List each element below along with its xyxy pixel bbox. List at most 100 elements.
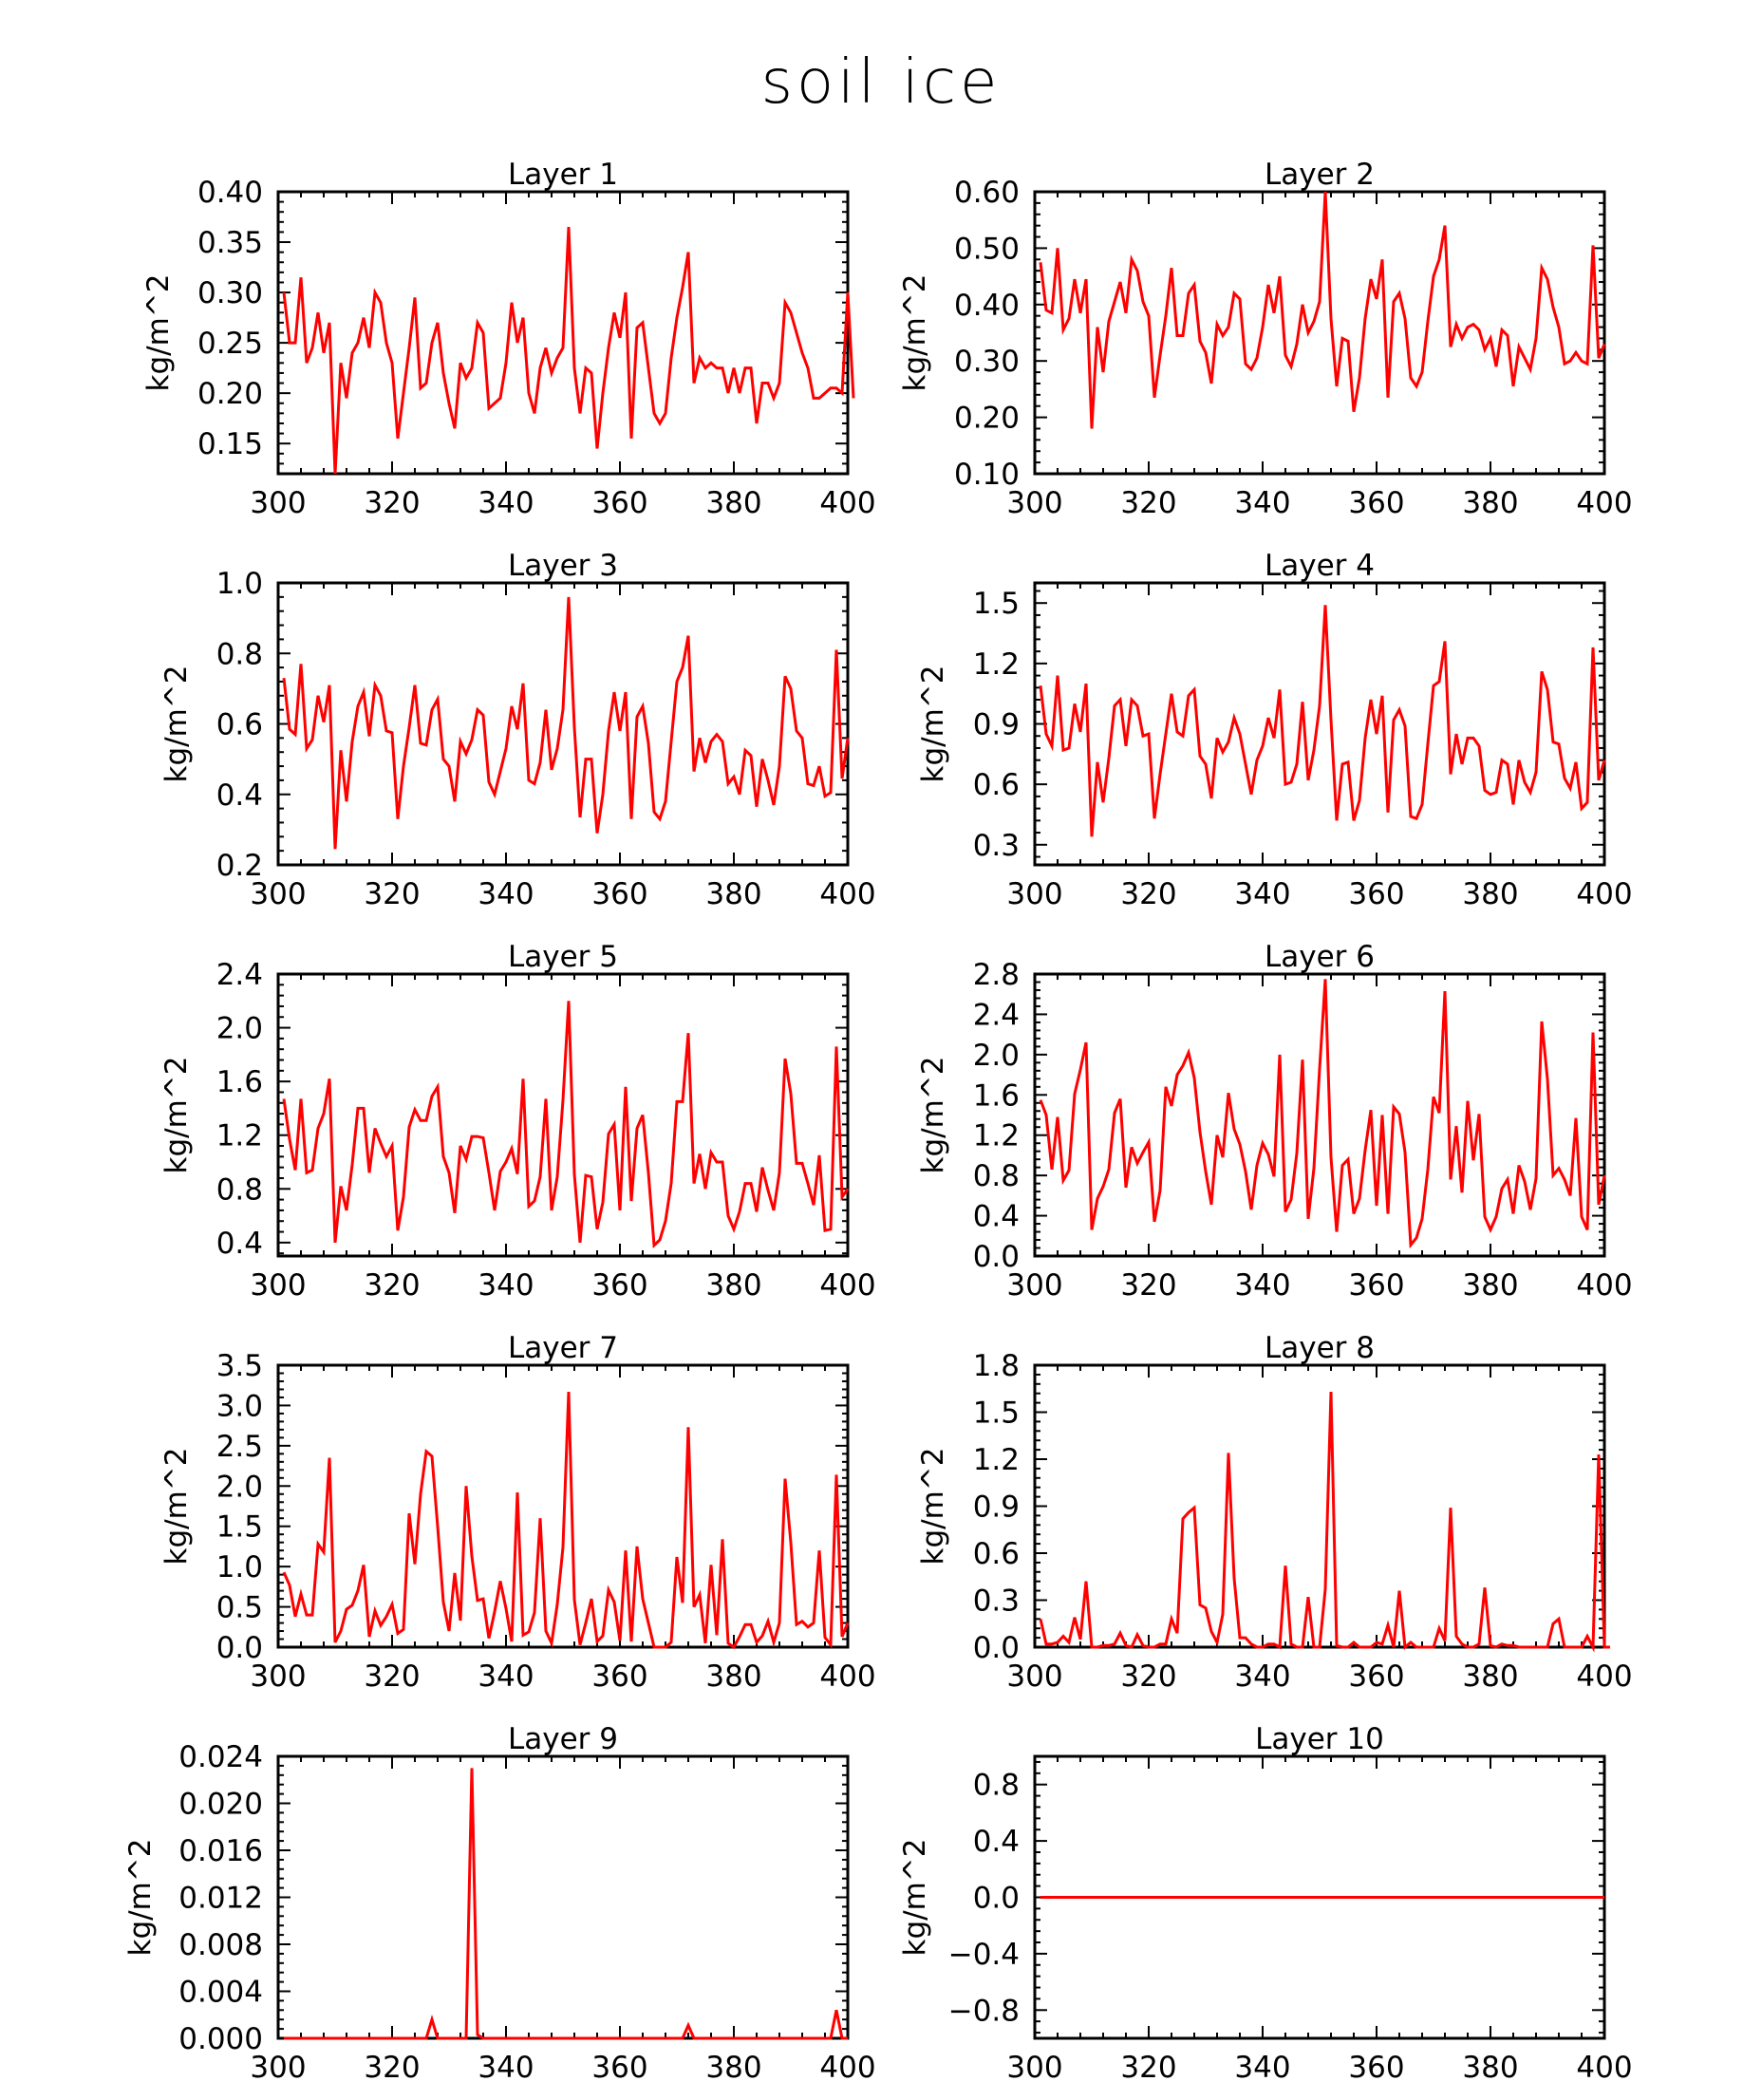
x-tick-label: 400 — [1576, 2051, 1632, 2085]
panel-grid: Layer 1 300 320 340 360 380 400 0.15 0.20 0.25 0.3… — [123, 158, 1633, 2085]
x-tick-label: 300 — [1006, 2051, 1062, 2085]
x-tick-label: 320 — [364, 877, 420, 911]
y-tick-label: 0.35 — [197, 226, 263, 260]
panel-layer-1: Layer 1 300 320 340 360 380 400 0.15 0.20 0.25 0.3… — [141, 158, 876, 520]
x-tick-label: 340 — [1234, 1268, 1290, 1303]
x-tick-label: 360 — [591, 1659, 647, 1694]
x-tick-label: 300 — [250, 877, 306, 911]
x-tick-label: 340 — [478, 1268, 534, 1303]
y-tick-label: 0.50 — [954, 232, 1020, 266]
y-tick-label: 0.8 — [973, 1769, 1020, 1803]
y-tick-label: 1.2 — [973, 1119, 1020, 1153]
y-tick-label: 0.4 — [973, 1825, 1020, 1859]
x-tick-label: 320 — [364, 1268, 420, 1303]
x-tick-label: 320 — [1120, 2051, 1176, 2085]
figure-title: soil ice — [761, 47, 1002, 118]
plot-frame — [1033, 1363, 1606, 1649]
y-tick-label: 0.30 — [197, 276, 263, 310]
x-tick-label: 300 — [1006, 486, 1062, 520]
y-tick-label: 0.9 — [973, 1491, 1020, 1525]
x-tick-label: 360 — [591, 1268, 647, 1303]
x-tick-label: 380 — [1462, 877, 1518, 911]
y-tick-label: 0.0 — [216, 1631, 263, 1665]
x-tick-label: 340 — [478, 2051, 534, 2085]
series-line — [1039, 1391, 1610, 1653]
y-tick-label: 0.8 — [216, 637, 263, 671]
plot-frame — [276, 581, 850, 867]
y-tick-label: 2.0 — [216, 1470, 263, 1504]
x-tick-label: 380 — [705, 877, 761, 911]
y-tick-label: 0.020 — [178, 1788, 263, 1822]
y-tick-label: −0.4 — [948, 1938, 1020, 1972]
y-tick-label: 0.6 — [973, 768, 1020, 802]
y-tick-label: 1.8 — [973, 1349, 1020, 1383]
panel-layer-8: Layer 8 300 320 340 360 380 400 0.0 0.3 0.6 0.9 1.2… — [916, 1331, 1633, 1694]
y-tick-label: 0.4 — [216, 1227, 263, 1261]
y-tick-label: 0.016 — [178, 1834, 263, 1868]
y-tick-label: 0.012 — [178, 1882, 263, 1916]
series-line — [282, 227, 855, 475]
panel-layer-4: Layer 4 300 320 340 360 380 400 0.3 0.6 0.9 1.2 1.5… — [916, 549, 1633, 911]
x-tick-label: 340 — [1234, 2051, 1290, 2085]
y-tick-label: 0.10 — [954, 458, 1020, 492]
x-tick-label: 340 — [478, 486, 534, 520]
y-tick-label: 0.25 — [197, 327, 263, 361]
x-tick-label: 380 — [1462, 1659, 1518, 1694]
y-tick-label: 2.0 — [216, 1012, 263, 1046]
y-tick-label: 3.0 — [216, 1389, 263, 1423]
x-tick-label: 380 — [705, 1268, 761, 1303]
panel-title: Layer 2 — [1265, 158, 1375, 192]
y-tick-label: 0.8 — [973, 1159, 1020, 1193]
y-tick-label: 0.3 — [973, 829, 1020, 863]
x-tick-label: 400 — [1576, 1268, 1632, 1303]
plot-frame — [276, 1363, 850, 1649]
y-tick-label: 0.6 — [216, 708, 263, 742]
x-tick-label: 340 — [478, 1659, 534, 1694]
y-tick-label: 0.008 — [178, 1928, 263, 1962]
y-tick-label: 0.9 — [973, 708, 1020, 742]
panel-layer-10: Layer 10 300 320 340 360 380 400 −0.8 −0.4 0.0 0.4… — [898, 1722, 1633, 2085]
y-tick-label: 0.000 — [178, 2022, 263, 2056]
x-tick-label: 320 — [364, 2051, 420, 2085]
series-line — [284, 1768, 848, 2040]
panel-title: Layer 3 — [508, 549, 618, 583]
x-tick-label: 400 — [819, 1659, 875, 1694]
panel-title: Layer 6 — [1265, 940, 1375, 974]
plot-frame — [276, 972, 850, 1258]
x-tick-label: 300 — [250, 1268, 306, 1303]
y-tick-label: 2.4 — [216, 958, 263, 992]
y-tick-label: 2.0 — [973, 1039, 1020, 1073]
y-tick-label: 0.20 — [954, 402, 1020, 436]
plot-frame — [1033, 581, 1606, 867]
y-tick-label: 1.0 — [216, 1550, 263, 1584]
x-tick-label: 360 — [591, 2051, 647, 2085]
x-tick-label: 400 — [819, 486, 875, 520]
x-tick-label: 320 — [1120, 1659, 1176, 1694]
y-tick-label: 1.0 — [216, 567, 263, 601]
y-tick-label: 3.5 — [216, 1349, 263, 1383]
x-tick-label: 400 — [819, 877, 875, 911]
x-tick-label: 300 — [1006, 1268, 1062, 1303]
plot-frame — [276, 1754, 850, 2040]
x-tick-label: 380 — [1462, 1268, 1518, 1303]
y-tick-label: 0.40 — [954, 289, 1020, 323]
y-tick-label: 0.024 — [178, 1740, 263, 1774]
y-tick-label: 2.4 — [973, 998, 1020, 1032]
y-axis-label: kg/m^2 — [916, 1448, 950, 1566]
x-tick-label: 360 — [591, 877, 647, 911]
y-tick-label: 0.3 — [973, 1584, 1020, 1619]
x-tick-label: 360 — [1348, 1268, 1404, 1303]
y-tick-label: 0.15 — [197, 427, 263, 461]
y-axis-label: kg/m^2 — [141, 274, 176, 392]
y-tick-label: 1.2 — [973, 647, 1020, 682]
y-tick-label: 0.8 — [216, 1172, 263, 1207]
y-tick-label: 0.60 — [954, 176, 1020, 210]
x-tick-label: 360 — [1348, 2051, 1404, 2085]
y-tick-label: 2.8 — [973, 958, 1020, 992]
x-tick-label: 300 — [250, 1659, 306, 1694]
x-tick-label: 380 — [1462, 486, 1518, 520]
panel-title: Layer 10 — [1255, 1722, 1384, 1756]
panel-layer-2: Layer 2 300 320 340 360 380 400 0.10 0.20 0.30 0.4… — [898, 158, 1633, 520]
panel-layer-7: Layer 7 300 320 340 360 380 400 0.0 0.5 1.0 1.5 2.0… — [159, 1331, 876, 1694]
